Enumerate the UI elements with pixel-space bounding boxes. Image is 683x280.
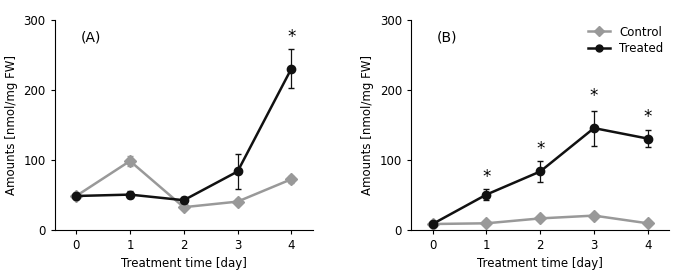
Text: *: *	[482, 168, 490, 186]
Text: *: *	[288, 28, 296, 46]
Legend: Control, Treated: Control, Treated	[584, 21, 668, 60]
X-axis label: Treatment time [day]: Treatment time [day]	[477, 257, 603, 270]
Text: (A): (A)	[81, 30, 101, 44]
Y-axis label: Amounts [nmol/mg FW]: Amounts [nmol/mg FW]	[5, 55, 18, 195]
Text: *: *	[536, 140, 544, 158]
Y-axis label: Amounts [nmol/mg FW]: Amounts [nmol/mg FW]	[361, 55, 374, 195]
Text: (B): (B)	[437, 30, 458, 44]
Text: *: *	[643, 108, 652, 126]
X-axis label: Treatment time [day]: Treatment time [day]	[121, 257, 247, 270]
Text: *: *	[590, 87, 598, 105]
